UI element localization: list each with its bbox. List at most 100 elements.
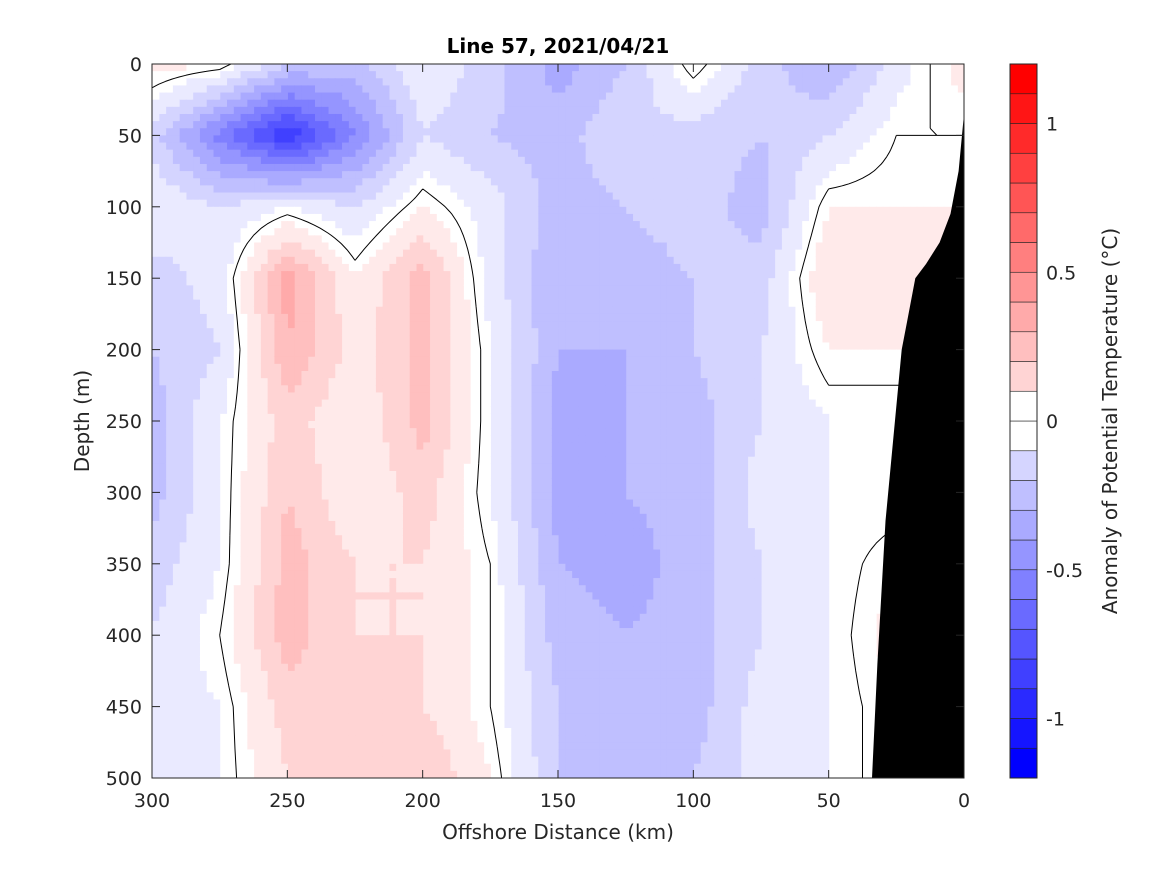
anomaly-cell xyxy=(835,64,843,72)
anomaly-cell xyxy=(294,85,302,94)
anomaly-cell xyxy=(828,113,837,122)
anomaly-cell xyxy=(618,285,627,294)
anomaly-cell xyxy=(754,85,762,94)
anomaly-cell xyxy=(226,342,234,351)
anomaly-cell xyxy=(544,249,552,258)
anomaly-cell xyxy=(456,106,464,115)
anomaly-cell xyxy=(327,121,336,129)
anomaly-cell xyxy=(815,256,823,265)
anomaly-cell xyxy=(239,135,248,144)
anomaly-cell xyxy=(733,185,742,194)
anomaly-cell xyxy=(327,235,336,244)
anomaly-cell xyxy=(287,306,295,315)
anomaly-cell xyxy=(233,128,241,136)
anomaly-cell xyxy=(781,206,789,215)
anomaly-cell xyxy=(415,299,424,308)
anomaly-cell xyxy=(483,299,491,308)
anomaly-cell xyxy=(815,163,823,172)
anomaly-cell xyxy=(727,78,735,87)
anomaly-cell xyxy=(706,121,715,129)
anomaly-cell xyxy=(686,64,694,72)
anomaly-cell xyxy=(470,349,478,358)
anomaly-cell xyxy=(212,313,221,322)
anomaly-cell xyxy=(713,71,721,79)
anomaly-cell xyxy=(585,178,593,186)
anomaly-cell xyxy=(889,285,897,294)
anomaly-cell xyxy=(537,242,546,251)
anomaly-cell xyxy=(652,256,661,265)
anomaly-cell xyxy=(781,321,789,329)
anomaly-cell xyxy=(409,185,417,194)
anomaly-cell xyxy=(693,285,701,294)
anomaly-cell xyxy=(253,221,261,229)
anomaly-cell xyxy=(727,263,735,272)
anomaly-cell xyxy=(314,256,322,265)
anomaly-cell xyxy=(605,142,613,151)
anomaly-cell xyxy=(923,163,931,172)
anomaly-cell xyxy=(700,356,708,365)
anomaly-cell xyxy=(321,349,329,358)
anomaly-cell xyxy=(571,256,579,265)
anomaly-cell xyxy=(585,242,593,251)
anomaly-cell xyxy=(652,249,661,258)
anomaly-cell xyxy=(652,321,661,329)
anomaly-cell xyxy=(585,313,593,322)
anomaly-cell xyxy=(916,142,924,151)
anomaly-cell xyxy=(321,85,329,94)
anomaly-cell xyxy=(314,85,322,94)
anomaly-cell xyxy=(781,263,789,272)
anomaly-cell xyxy=(165,306,173,315)
anomaly-cell xyxy=(808,213,816,222)
anomaly-cell xyxy=(781,213,789,222)
anomaly-cell xyxy=(862,213,870,222)
anomaly-cell xyxy=(361,92,370,101)
anomaly-cell xyxy=(815,92,823,101)
anomaly-cell xyxy=(368,178,376,186)
anomaly-cell xyxy=(679,178,688,186)
anomaly-cell xyxy=(497,92,505,101)
anomaly-cell xyxy=(483,149,491,158)
anomaly-cell xyxy=(551,99,559,108)
anomaly-cell xyxy=(767,199,776,208)
anomaly-cell xyxy=(456,128,464,136)
anomaly-cell xyxy=(659,321,667,329)
anomaly-cell xyxy=(679,249,688,258)
anomaly-cell xyxy=(490,163,498,172)
anomaly-cell xyxy=(598,71,606,79)
anomaly-cell xyxy=(618,349,627,358)
anomaly-cell xyxy=(185,178,194,186)
anomaly-cell xyxy=(903,135,911,144)
anomaly-cell xyxy=(930,206,938,215)
anomaly-cell xyxy=(632,278,640,286)
anomaly-cell xyxy=(889,313,897,322)
anomaly-cell xyxy=(158,349,167,358)
anomaly-cell xyxy=(896,256,904,265)
anomaly-cell xyxy=(551,242,559,251)
anomaly-cell xyxy=(158,328,167,336)
anomaly-cell xyxy=(267,128,275,136)
anomaly-cell xyxy=(862,113,870,122)
anomaly-cell xyxy=(483,85,491,94)
anomaly-cell xyxy=(476,249,485,258)
anomaly-cell xyxy=(348,121,356,129)
anomaly-cell xyxy=(930,163,938,172)
anomaly-cell xyxy=(510,113,518,122)
anomaly-cell xyxy=(828,178,837,186)
anomaly-cell xyxy=(761,235,769,244)
anomaly-cell xyxy=(267,235,275,244)
anomaly-cell xyxy=(212,192,221,201)
anomaly-cell xyxy=(632,242,640,251)
anomaly-cell xyxy=(713,128,721,136)
anomaly-cell xyxy=(862,235,870,244)
anomaly-cell xyxy=(253,199,261,208)
anomaly-cell xyxy=(862,85,870,94)
anomaly-cell xyxy=(659,278,667,286)
anomaly-cell xyxy=(388,121,397,129)
anomaly-cell xyxy=(212,256,221,265)
anomaly-cell xyxy=(645,249,654,258)
anomaly-cell xyxy=(287,113,295,122)
anomaly-cell xyxy=(185,285,194,294)
anomaly-cell xyxy=(889,71,897,79)
anomaly-cell xyxy=(794,328,803,336)
anomaly-cell xyxy=(300,192,309,201)
